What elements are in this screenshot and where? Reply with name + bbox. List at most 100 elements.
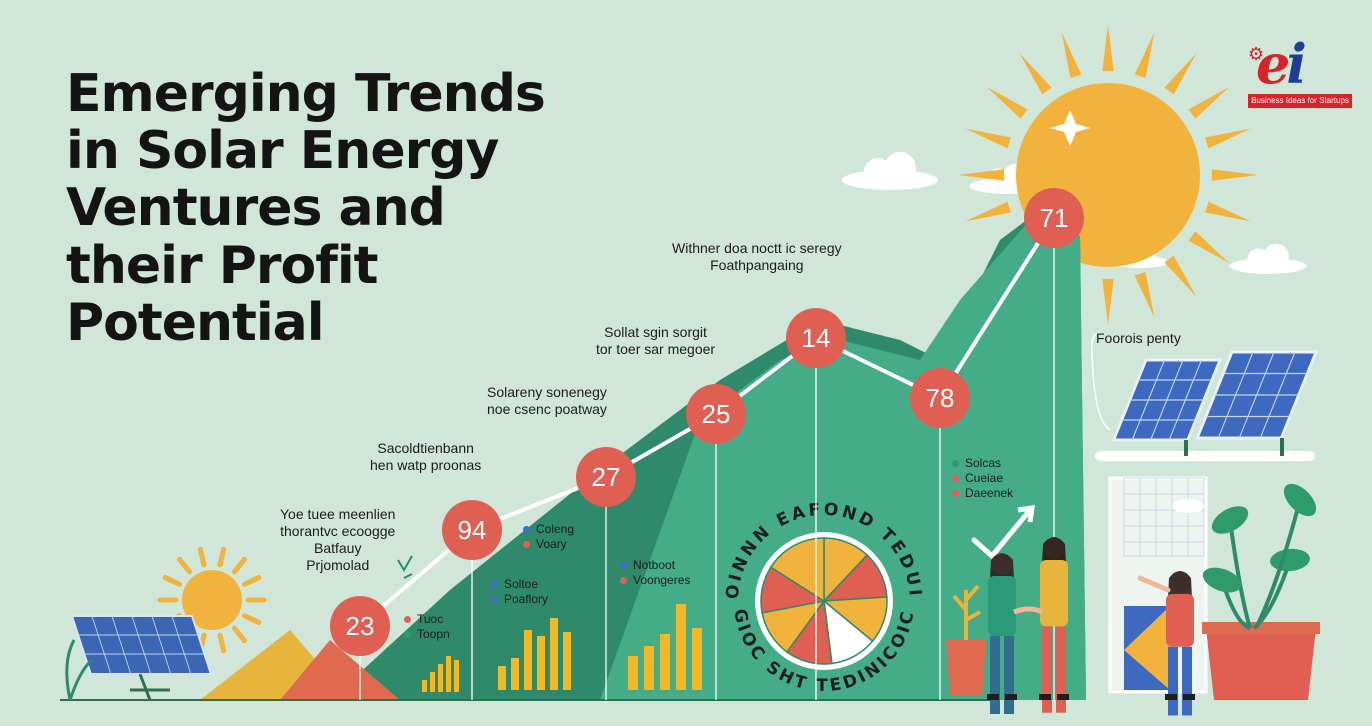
- sun-ray: [217, 546, 227, 568]
- sun-ray: [1102, 278, 1114, 325]
- data-label: 25: [702, 399, 731, 429]
- sparkle-icon: [397, 555, 413, 579]
- person-woman-left: [987, 553, 1017, 714]
- sun-ray: [217, 632, 227, 654]
- sun-small-icon: [182, 570, 242, 630]
- legend-item: Coleng: [523, 522, 574, 537]
- data-marker: [442, 500, 502, 560]
- gear-icon: ⚙: [1248, 44, 1265, 64]
- legend-item: Voongeres: [620, 573, 690, 588]
- bar: [524, 630, 532, 690]
- bar: [676, 604, 686, 690]
- data-label: 14: [802, 323, 831, 353]
- data-label: 78: [926, 383, 955, 413]
- small-solar-scene: [65, 546, 267, 701]
- cloud-part: [884, 152, 916, 184]
- sun-ray: [1164, 255, 1197, 297]
- sun-ray: [1134, 271, 1155, 318]
- leg: [990, 636, 1000, 714]
- handshake: [1013, 606, 1044, 615]
- cloud-icon: [842, 152, 938, 190]
- annotation-6: Foorois penty: [1096, 330, 1181, 346]
- sun-ray: [231, 625, 247, 644]
- planter-rim: [1202, 622, 1320, 634]
- sun-ray: [1211, 169, 1258, 181]
- shoe: [1183, 694, 1195, 700]
- data-marker: [1024, 188, 1084, 248]
- panel-grid: [111, 616, 132, 674]
- sun-ray: [1204, 201, 1251, 222]
- sun-ray: [1019, 53, 1052, 95]
- legend-item: Solcas: [952, 456, 1013, 471]
- sun-ray: [958, 169, 1005, 181]
- cloud-icon: [1172, 499, 1204, 513]
- planter-small: [946, 640, 986, 696]
- legend-item: Tuoc: [404, 612, 450, 627]
- person-woman-right: [1165, 571, 1195, 716]
- solar-panel-small-icon: [70, 615, 213, 675]
- bar: [498, 666, 506, 690]
- panel-grid: [151, 616, 172, 674]
- people-illustration: [987, 537, 1195, 716]
- checkmark-icon: [971, 507, 1033, 560]
- plant-icon: [65, 639, 94, 701]
- data-label: 27: [592, 462, 621, 492]
- shoe: [1057, 694, 1069, 700]
- shoe: [1165, 694, 1177, 700]
- bar: [537, 636, 545, 690]
- data-label: 23: [346, 611, 375, 641]
- leg: [1182, 646, 1192, 716]
- legend-item: Poaflory: [491, 592, 548, 607]
- legend-item: Soltoe: [491, 577, 548, 592]
- leg: [1056, 626, 1066, 713]
- title-line: Emerging Trends: [66, 64, 546, 124]
- sun-ray: [1188, 231, 1230, 264]
- annotation-5: Withner doa noctt ic seregy Foathpangain…: [672, 240, 842, 273]
- data-marker: [910, 368, 970, 428]
- leg: [1042, 626, 1052, 713]
- bar: [644, 646, 654, 690]
- annotation-2: Sacoldtienbann hen watp proonas: [370, 440, 482, 473]
- plant-small-icon: [952, 584, 981, 640]
- sun-ray: [162, 574, 183, 587]
- bar: [660, 634, 670, 690]
- shoe: [1005, 694, 1017, 700]
- arrow-icon: [1017, 505, 1035, 523]
- sun-ray: [241, 613, 262, 626]
- torso: [1166, 594, 1194, 647]
- bar: [422, 680, 427, 692]
- data-marker: [576, 447, 636, 507]
- legend-1: Tuoc Toopn: [404, 612, 450, 642]
- sparkle-icon: [1050, 110, 1090, 146]
- page-title: Emerging Trends in Solar Energy Ventures…: [66, 64, 626, 352]
- logo-mark: ei: [1256, 32, 1307, 96]
- sun-ray: [1204, 128, 1251, 149]
- data-marker: [330, 596, 390, 656]
- sun-ray: [1164, 53, 1197, 95]
- plant-leaf: [1283, 483, 1317, 517]
- legend-5: Solcas Cueiae Daeenek: [952, 456, 1013, 501]
- hair: [990, 553, 1014, 580]
- plant-stem: [1254, 499, 1302, 629]
- sun-ray: [1188, 86, 1230, 119]
- bar: [692, 628, 702, 690]
- legend-4: Notboot Voongeres: [620, 558, 690, 588]
- bar: [446, 656, 451, 692]
- plant-leaf: [1202, 567, 1242, 593]
- pie-slice: [769, 537, 825, 603]
- sun-ray: [1102, 25, 1114, 72]
- leg: [1004, 636, 1014, 714]
- sun-ray: [1134, 32, 1155, 79]
- annotation-4: Sollat sgin sorgit tor toer sar megoer: [596, 324, 716, 357]
- mountain-area: [60, 210, 1086, 701]
- legend-2: Coleng Voary: [523, 522, 574, 552]
- cloud-icon: [1229, 243, 1307, 274]
- sun-ray: [241, 574, 262, 587]
- pointing-arm: [1137, 575, 1171, 593]
- legend-item: Daeenek: [952, 486, 1013, 501]
- planter-large: [1206, 628, 1316, 700]
- hill-red: [280, 640, 400, 700]
- sun-ray: [965, 128, 1012, 149]
- logo-tagline: Business Ideas for Startups: [1248, 94, 1352, 108]
- sun-ray: [231, 556, 247, 575]
